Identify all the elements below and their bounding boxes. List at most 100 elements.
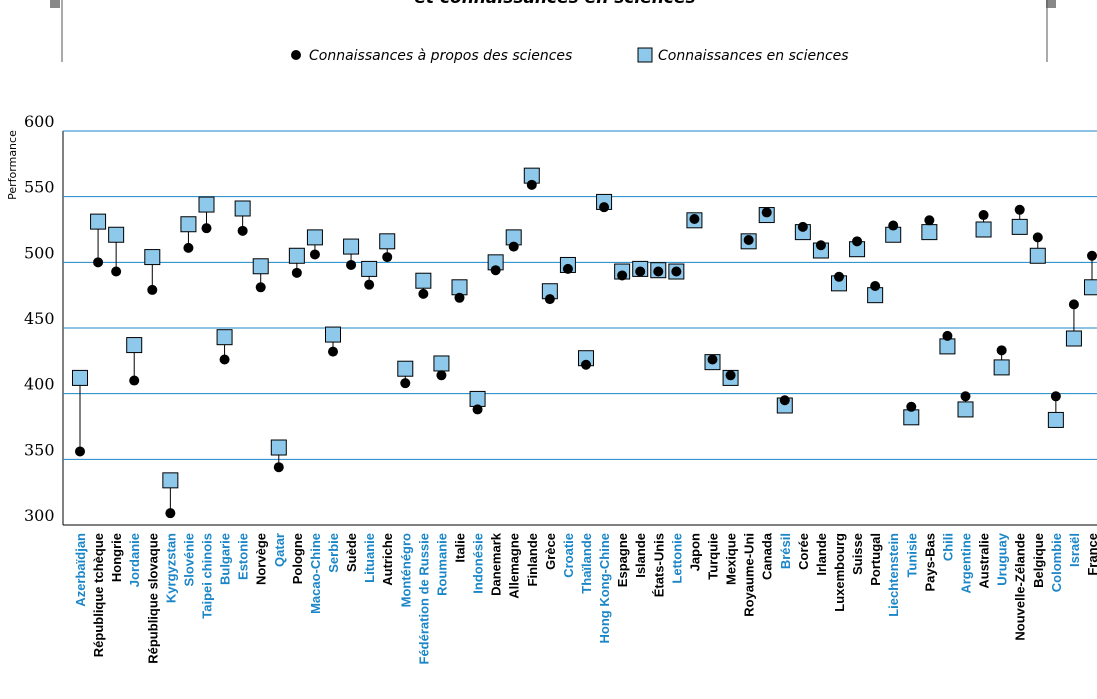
x-tick-label: Irlande [814, 533, 829, 576]
x-tick-label: Norvège [254, 533, 269, 585]
dot [309, 249, 320, 260]
dot [906, 401, 917, 412]
x-tick-label: Luxembourg [832, 533, 847, 612]
x-tick-label: Grèce [543, 533, 558, 570]
dot [942, 330, 953, 341]
square [415, 272, 432, 289]
dot [671, 266, 682, 277]
dot [1087, 250, 1097, 261]
square [451, 279, 468, 296]
y-tick-label: 450 [24, 309, 55, 328]
dot [328, 346, 338, 357]
dot [93, 257, 104, 268]
x-tick-label: Bulgarie [218, 533, 233, 585]
x-tick-label: Portugal [868, 533, 883, 586]
square [252, 258, 269, 275]
x-tick-label: Italie [453, 533, 468, 563]
dot [635, 266, 646, 277]
y-tick-label: 600 [24, 112, 55, 131]
square [397, 360, 414, 377]
x-tick-label: Finlande [525, 533, 540, 586]
square [72, 369, 88, 386]
x-tick-label: Estonie [236, 533, 251, 580]
x-tick-label: Indonésie [471, 533, 486, 594]
x-tick-label: République tchèque [91, 533, 106, 657]
dot [581, 359, 591, 370]
x-tick-label: Lituanie [362, 533, 377, 583]
corner-mark [1046, 0, 1056, 8]
x-tick-label: Canada [760, 532, 775, 580]
x-tick-label: Hongrie [109, 533, 124, 582]
dot [183, 242, 194, 253]
x-tick-label: Slovénie [181, 533, 196, 586]
x-tick-label: Macao-Chine [308, 533, 323, 614]
dot [924, 215, 935, 226]
dot [219, 354, 230, 365]
dot [779, 395, 790, 406]
dot [599, 202, 610, 213]
dot [237, 225, 248, 236]
square [288, 247, 305, 264]
square [1011, 218, 1028, 235]
x-tick-label: Azerbaïdjan [73, 533, 88, 607]
dot [544, 294, 555, 305]
dot [725, 370, 736, 381]
square [361, 260, 378, 277]
square [343, 238, 360, 255]
square [1047, 411, 1064, 428]
dot [490, 265, 501, 276]
dot [364, 279, 375, 290]
dot [761, 207, 772, 218]
square [108, 226, 125, 243]
dot [129, 375, 140, 386]
square [198, 196, 215, 213]
square [921, 224, 938, 241]
x-tick-label: Roumanie [434, 533, 449, 596]
dot [291, 267, 302, 278]
x-tick-label: Corée [796, 533, 811, 570]
y-tick-label: 350 [24, 440, 55, 459]
square [325, 326, 341, 343]
dot [526, 179, 537, 190]
dot [382, 252, 393, 263]
x-tick-label: Japon [687, 533, 702, 571]
square [216, 329, 233, 346]
x-tick-label: Qatar [272, 533, 287, 567]
dot [255, 282, 266, 293]
square [90, 213, 107, 230]
dot [797, 221, 808, 232]
x-tick-label: Mexique [724, 533, 739, 585]
y-tick-label: 550 [24, 178, 55, 197]
x-tick-label: Turquie [706, 533, 721, 580]
square [433, 355, 450, 372]
x-tick-label: Serbie [326, 533, 341, 573]
dot [273, 462, 284, 473]
x-tick-label: Monténégro [398, 533, 413, 607]
dot [870, 280, 881, 291]
x-tick-label: Suède [344, 533, 359, 572]
x-tick-label: Suisse [850, 533, 865, 575]
square [993, 359, 1010, 376]
x-tick-label: Uruguay [995, 532, 1010, 586]
x-tick-label: Jordanie [127, 533, 142, 587]
square [939, 338, 956, 355]
dot [562, 263, 573, 274]
x-tick-label: Fédération de Russie [416, 533, 431, 664]
dot [1014, 204, 1025, 215]
x-tick-label: République slovaque [145, 533, 160, 664]
square [162, 472, 179, 489]
dot [346, 259, 357, 270]
square [306, 229, 323, 246]
y-tick-label: 300 [24, 506, 55, 525]
x-tick-label: Australie [977, 533, 992, 589]
x-tick-label: Hong Kong-Chine [597, 533, 612, 643]
square [180, 216, 197, 233]
x-tick-label: Kyrgyzstan [163, 533, 178, 603]
x-tick-label: États-Unis [651, 533, 666, 597]
x-tick-label: Danemark [489, 532, 504, 596]
x-tick-label: Colombie [1049, 533, 1064, 592]
dot [1068, 299, 1079, 310]
dot [400, 378, 411, 389]
square [1084, 279, 1097, 296]
x-tick-label: Autriche [380, 533, 395, 586]
